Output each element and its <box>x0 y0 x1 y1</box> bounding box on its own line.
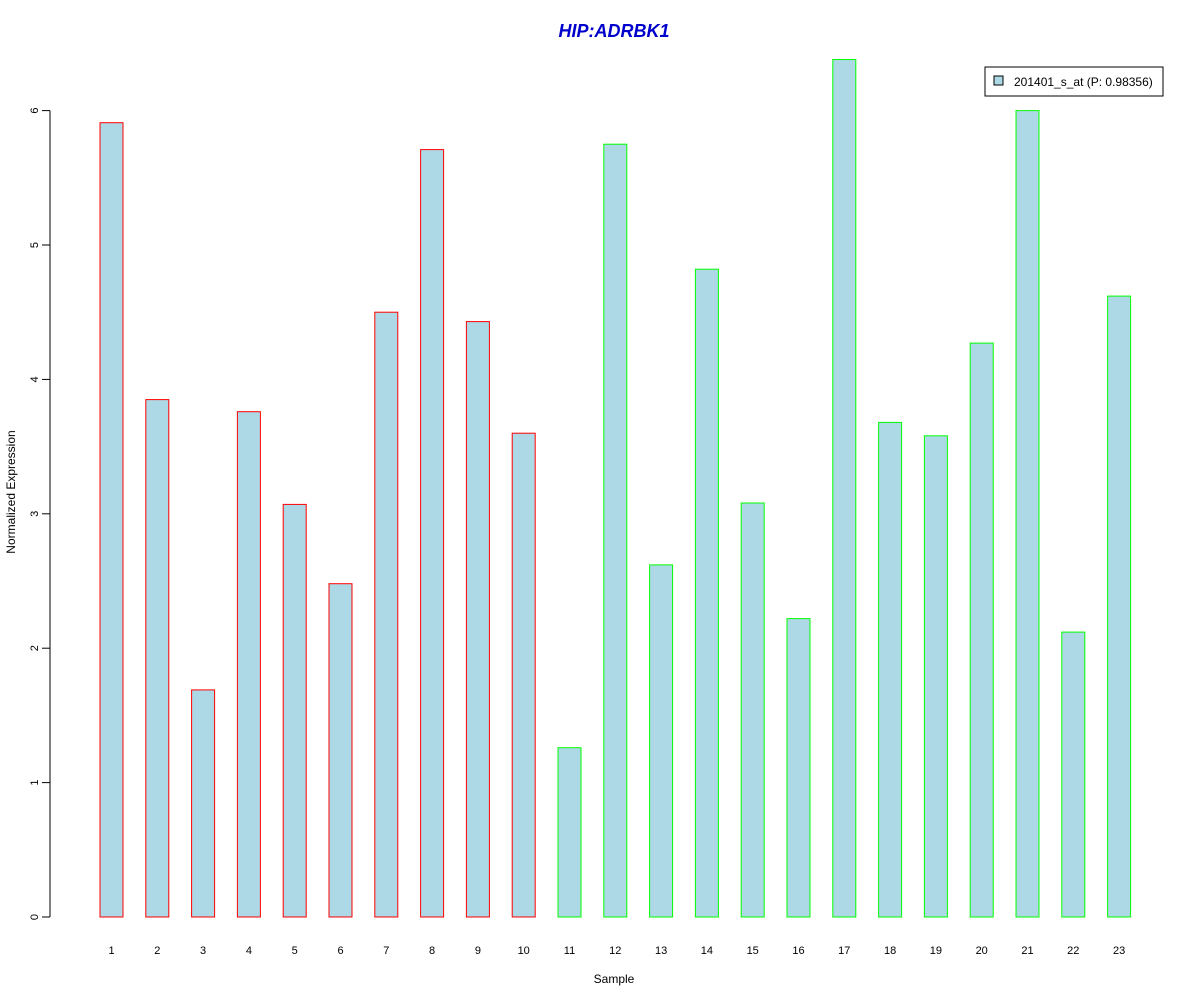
bar-sample-6 <box>328 583 353 918</box>
bar-sample-14 <box>694 268 719 918</box>
bar-sample-18 <box>878 421 903 918</box>
bar-sample-5 <box>282 503 307 918</box>
y-axis-tick-label: 3 <box>29 511 41 517</box>
y-axis-tick-label: 5 <box>29 242 41 248</box>
y-axis-tick-label: 6 <box>29 108 41 114</box>
y-axis-tick-label: 1 <box>29 780 41 786</box>
bar-sample-9 <box>465 321 490 918</box>
bar-sample-19 <box>923 435 948 918</box>
legend: 201401_s_at (P: 0.98356) <box>984 66 1164 97</box>
y-axis-tick-label: 2 <box>29 645 41 651</box>
y-axis-tick-label: 4 <box>29 376 41 382</box>
x-axis-tick-labels: 1 2 3 4 5 6 7 8 9 10 11 12 13 14 15 16 17 18 19 20 21 22 23 <box>108 945 1125 957</box>
bar-sample-17 <box>832 59 857 918</box>
bar-sample-2 <box>145 399 170 918</box>
legend-swatch <box>993 75 1004 86</box>
bar-sample-11 <box>557 747 582 918</box>
x-axis-tick-label: 5 <box>292 945 298 957</box>
x-axis-tick-label: 11 <box>564 945 575 957</box>
x-axis-tick-label: 4 <box>246 945 252 957</box>
x-axis-tick-label: 1 <box>108 945 114 957</box>
bar-sample-21 <box>1015 110 1040 918</box>
bar-sample-4 <box>236 411 261 918</box>
x-axis-tick-label: 13 <box>655 945 667 957</box>
bar-sample-16 <box>786 618 811 918</box>
bar-sample-23 <box>1107 295 1132 918</box>
bar-sample-1 <box>99 122 124 918</box>
x-axis-tick-label: 7 <box>383 945 389 957</box>
bars <box>99 59 1132 918</box>
x-axis-tick-label: 20 <box>976 945 988 957</box>
x-axis-tick-label: 2 <box>154 945 160 957</box>
x-axis-tick-label: 9 <box>475 945 481 957</box>
chart-title: HIP:ADRBK1 <box>558 21 669 41</box>
x-axis-tick-label: 21 <box>1021 945 1033 957</box>
x-axis-tick-label: 12 <box>609 945 621 957</box>
y-axis-label: Normalized Expression <box>4 430 18 553</box>
x-axis-tick-label: 3 <box>200 945 206 957</box>
bar-sample-13 <box>649 564 674 918</box>
bar-sample-20 <box>969 342 994 918</box>
bar-sample-3 <box>191 689 216 918</box>
bar-sample-7 <box>374 311 399 918</box>
bar-sample-10 <box>511 432 536 918</box>
bar-sample-12 <box>603 143 628 918</box>
x-axis-label: Sample <box>594 972 635 986</box>
x-axis-tick-label: 22 <box>1067 945 1079 957</box>
x-axis-tick-label: 15 <box>747 945 759 957</box>
x-axis-tick-label: 18 <box>884 945 896 957</box>
legend-box <box>984 66 1164 97</box>
x-axis-tick-label: 19 <box>930 945 942 957</box>
bar-sample-8 <box>420 149 445 918</box>
bar-sample-15 <box>740 502 765 918</box>
legend-entry-label: 201401_s_at (P: 0.98356) <box>1014 75 1153 89</box>
x-axis-tick-label: 17 <box>838 945 850 957</box>
x-axis-tick-label: 14 <box>701 945 713 957</box>
x-axis-tick-label: 6 <box>337 945 343 957</box>
x-axis-tick-label: 23 <box>1113 945 1125 957</box>
x-axis-tick-label: 10 <box>518 945 530 957</box>
x-axis-tick-label: 16 <box>792 945 804 957</box>
bar-sample-22 <box>1061 631 1086 918</box>
y-axis-tick-label: 0 <box>29 914 41 920</box>
y-axis: 0 1 2 3 4 5 6 <box>29 108 51 920</box>
x-axis-tick-label: 8 <box>429 945 435 957</box>
